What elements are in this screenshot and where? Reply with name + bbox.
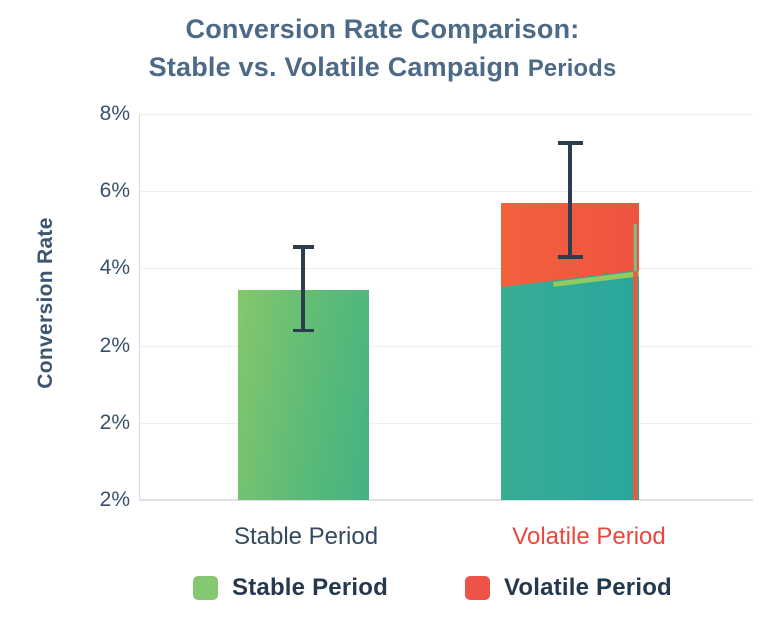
chart-title: Conversion Rate Comparison: Stable vs. V… — [0, 10, 765, 88]
chart-title-line1: Conversion Rate Comparison: — [185, 14, 580, 44]
chart-title-line2: Stable vs. Volatile Campaign Periods — [148, 52, 617, 82]
y-tick-label: 2% — [99, 488, 130, 511]
legend-item-stable: Stable Period — [193, 574, 388, 602]
x-label-stable-period: Stable Period — [233, 523, 379, 550]
gridline — [139, 114, 753, 115]
error-bar-stable — [292, 245, 314, 333]
y-tick-label: 2% — [99, 333, 130, 357]
legend-label-stable: Stable Period — [232, 574, 388, 601]
x-label-volatile-period: Volatile Period — [512, 523, 666, 550]
legend-swatch-volatile — [464, 576, 490, 600]
legend: Stable Period Volatile Period — [193, 574, 672, 602]
legend-label-volatile: Volatile Period — [503, 574, 672, 601]
y-tick-label: 8% — [99, 102, 130, 125]
gridline — [139, 345, 753, 347]
error-bar-cap-top — [557, 141, 583, 145]
gridline — [139, 268, 753, 270]
gridline — [139, 191, 753, 193]
chart-title-line2-suffix: Periods — [527, 55, 617, 82]
error-bar-line — [301, 245, 305, 333]
legend-item-volatile: Volatile Period — [464, 574, 672, 602]
y-axis-title: Conversion Rate — [34, 217, 57, 389]
y-tick-label: 4% — [99, 256, 130, 280]
y-axis-line — [139, 114, 140, 500]
error-bar-line — [568, 141, 572, 259]
y-tick-label: 6% — [99, 179, 130, 203]
gridline — [139, 422, 753, 424]
error-bar-cap-bottom — [557, 255, 583, 259]
error-bar-cap-top — [292, 245, 314, 249]
legend-swatch-stable — [193, 576, 218, 600]
error-bar-volatile — [557, 141, 583, 259]
error-bar-cap-bottom — [292, 328, 314, 333]
y-tick-label: 2% — [99, 410, 130, 434]
x-axis-line — [139, 499, 753, 501]
